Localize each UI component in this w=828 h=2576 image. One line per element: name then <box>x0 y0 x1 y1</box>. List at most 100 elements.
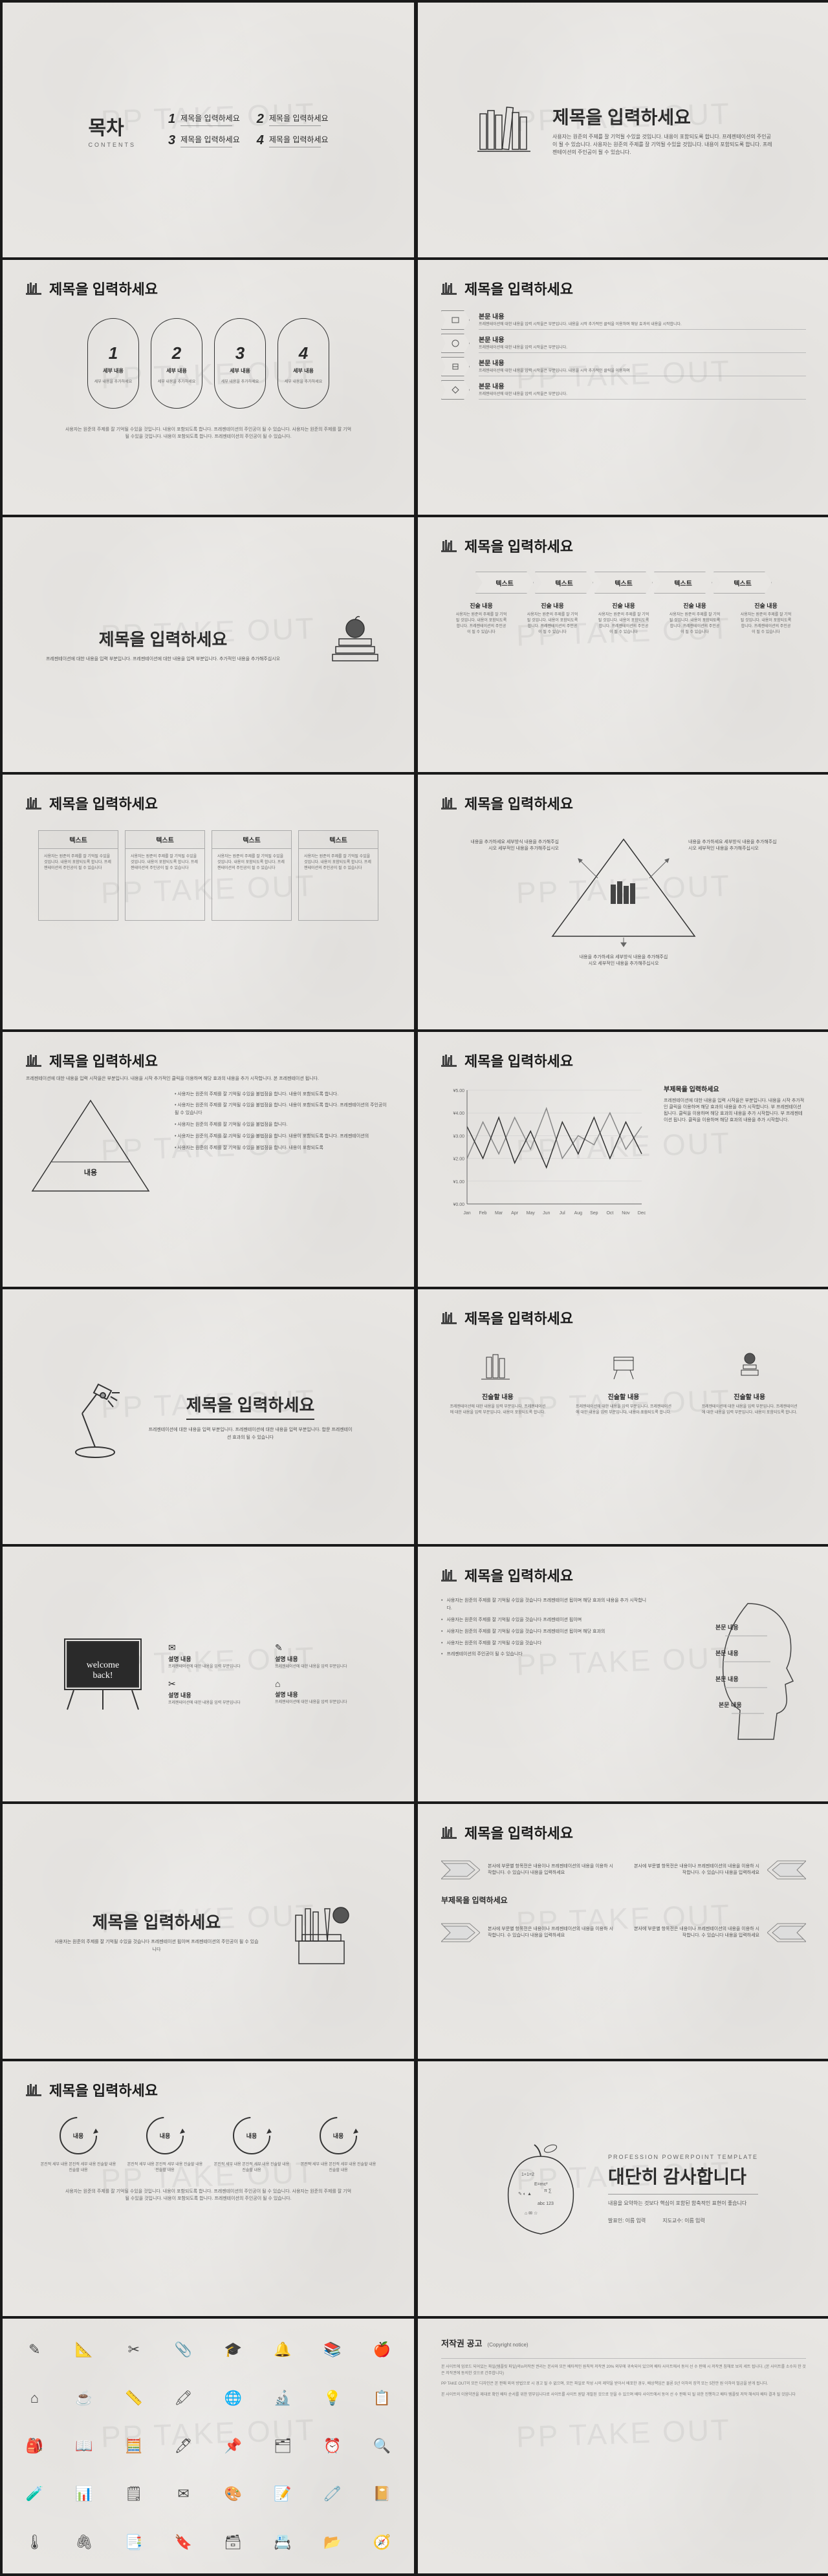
doodle-icon: 📎 <box>160 2328 206 2372</box>
apple-books-icon <box>320 609 391 680</box>
arrow-row: 본문 내용프레젠테이션에 대한 내용을 입력 시작을은 부분입니다. <box>441 380 806 400</box>
svg-text:Oct: Oct <box>606 1211 613 1216</box>
ribbon-text-2: 본사에 부문별 항목전은 내용이나 프레젠테이션의 내용을 이용하 시작합니다.… <box>633 1863 759 1877</box>
books-icon <box>26 2083 43 2096</box>
stationery-icon <box>279 1889 364 1973</box>
ribbon-subtitle: 부제목을 입력하세요 <box>441 1894 806 1905</box>
doodle-icon: 🎒 <box>12 2424 58 2468</box>
footer-text: 사용자는 원준의 주제를 잘 기억될 수있을 것입니다. 내용이 포함되도록 합… <box>26 2188 391 2202</box>
chevron-step: 텍스트 <box>654 572 712 594</box>
slide-title: 제목을 입력하세요 <box>464 278 573 299</box>
circle-item: 내용본진적 세부 내용 본진적 세부 내용 진술할 내용 진술할 내용 <box>213 2116 290 2174</box>
slide-title: 제목을 입력하세요 <box>552 103 772 129</box>
ribbon-icon <box>441 1856 480 1884</box>
head-label-4: 본문 내용 <box>719 1701 742 1709</box>
text-line: • 사용자는 원준의 주제를 잘 기억될 수있을 불법점을 합니다. 내용이 포… <box>175 1144 391 1152</box>
slide-2-title: PP TAKE OUT 제목을 입력하세요 사용자는 원준의 주제를 잘 기억될… <box>418 3 828 257</box>
info-grid: ✉설명 내용프레젠테이션에 대한 내용을 입력 부분입니다✎설명 내용프레젠테이… <box>168 1642 362 1706</box>
slide-6-chevrons: PP TAKE OUT 제목을 입력하세요 텍스트텍스트텍스트텍스트텍스트 진술… <box>418 517 828 772</box>
chevron-col: 진술 내용사용자는 원준의 주제를 잘 기억될 것입니다. 내용이 포함되도록 … <box>597 601 650 636</box>
head-label-3: 본문 내용 <box>715 1675 739 1683</box>
svg-text:¥0.00: ¥0.00 <box>453 1203 464 1207</box>
thanks-desc: 내용을 요약하는 것보다 핵심이 포함된 함축적인 표현이 좋습니다 <box>608 2200 758 2207</box>
chart-desc: 프레젠테이션에 대한 내용을 입력 시작을은 부분입니다. 내용을 시작 추가적… <box>664 1097 806 1123</box>
oval-item: 2세부 내용세부 내용을 추가하세요 <box>151 318 202 409</box>
doodle-icon: 🔖 <box>160 2520 206 2564</box>
doodle-icon: 🧷 <box>310 2472 356 2516</box>
slide-title: 제목을 입력하세요 <box>26 627 300 650</box>
svg-text:Aug: Aug <box>574 1211 583 1216</box>
bookshelf-icon <box>475 101 533 159</box>
contents-title: 목차 <box>88 112 136 140</box>
oval-item: 3세부 내용세부 내용을 추가하세요 <box>214 318 266 409</box>
table-box: 텍스트사용자는 원준의 주제를 잘 기억될 수있을 것입니다. 내용이 포함되도… <box>38 830 118 921</box>
bullet-item: 사용자는 원준의 주제를 잘 기억될 수있을 것습니다 프레젠테이션 됩이며 해… <box>441 1628 651 1636</box>
ribbon-icon <box>767 1856 806 1884</box>
chevron-col: 진술 내용사용자는 원준의 주제를 잘 기억될 것입니다. 내용이 포함되도록 … <box>739 601 792 636</box>
advisor-name: 이름 입력 <box>684 2218 705 2224</box>
chevron-step: 텍스트 <box>475 572 534 594</box>
doodle-icon: 🍎 <box>359 2328 405 2372</box>
slide-10-chart: PP TAKE OUT 제목을 입력하세요 ¥5.00¥4.00¥3.00¥2.… <box>418 1032 828 1287</box>
arrow-row: 본문 내용프레젠테이션에 대한 내용을 입력 시작을은 부분입니다. 내용을 시… <box>441 357 806 376</box>
copyright-para: PP TAKE OUT의 모든 디자인은 본 판매 외의 방법으로 시 경고 될… <box>441 2381 806 2387</box>
slide-18-thanks: PP TAKE OUT 1+1=2E=mc² ✎ ◐ ▲abc 123 ⌂ ✉ … <box>418 2061 828 2316</box>
doodle-icon: 📝 <box>260 2472 306 2516</box>
chevron-steps: 텍스트텍스트텍스트텍스트텍스트 <box>441 572 806 594</box>
copyright-para: 본 사이트의 이용약관을 제대로 확인 배타 순서를 위한 명부입니다로 사이트… <box>441 2392 806 2398</box>
chevron-cols: 진술 내용사용자는 원준의 주제를 잘 기억될 것입니다. 내용이 포함되도록 … <box>441 601 806 636</box>
icon-col: 진술할 내용프레젠테이션에 대한 내용을 입력 부분입니다. 프레젠테이션에 대… <box>575 1347 672 1416</box>
svg-text:Feb: Feb <box>479 1211 487 1216</box>
table-box: 텍스트사용자는 원준의 주제를 잘 기억될 수있을 것입니다. 내용이 포함되도… <box>298 830 378 921</box>
doodle-icon: 📂 <box>310 2520 356 2564</box>
svg-text:π ∑: π ∑ <box>544 2189 552 2193</box>
copyright-title: 저작권 공고 <box>441 2337 482 2349</box>
contents-item: 2제목을 입력하세요 <box>257 112 329 127</box>
books-icon <box>441 1054 458 1067</box>
books-icon <box>26 1054 43 1067</box>
ribbon-text-4: 본사에 부문별 항목전은 내용이나 프레젠테이션의 내용을 이용하 시작합니다.… <box>633 1926 759 1940</box>
slide-19-doodles: PP TAKE OUT ✎📐✂📎🎓🔔📚🍎⌂☕📏🖍🌐🔬💡📋🎒📖🧮🖊📌🗂⏰🔍🧪📊🗒✉… <box>3 2319 414 2573</box>
arrow-icon <box>441 334 470 353</box>
slide-14-head: PP TAKE OUT 제목을 입력하세요 사용자는 원준의 주제를 잘 기억될… <box>418 1547 828 1801</box>
slide-desc: 사용자는 원준의 주제를 잘 기억될 수있을 것입니다. 내용이 포함되도록 합… <box>552 133 772 156</box>
doodle-icon: 🌐 <box>210 2376 256 2420</box>
line-chart: ¥5.00¥4.00¥3.00¥2.00¥1.00¥0.00JanFebMarA… <box>441 1084 648 1219</box>
doodle-icon: 🌡 <box>12 2520 58 2564</box>
info-item: ⌂설명 내용프레젠테이션에 대한 내용을 입력 부분입니다 <box>275 1679 362 1706</box>
bullet-item: 사용자는 원준의 주제를 잘 기억될 수있을 것습니다 프레젠테이션 됩이며 <box>441 1616 651 1624</box>
three-col-row: 진술할 내용프레젠테이션에 대한 내용을 입력 부분입니다. 프레젠테이션에 대… <box>441 1347 806 1416</box>
doodle-icon: 🎓 <box>210 2328 256 2372</box>
chevron-col: 진술 내용사용자는 원준의 주제를 잘 기억될 것입니다. 내용이 포함되도록 … <box>526 601 579 636</box>
slide-16-ribbons: PP TAKE OUT 제목을 입력하세요 본사에 부문별 항목전은 내용이나 … <box>418 1804 828 2059</box>
svg-text:abc 123: abc 123 <box>538 2202 554 2206</box>
table-box: 텍스트사용자는 원준의 주제를 잘 기억될 수있을 것입니다. 내용이 포함되도… <box>125 830 205 921</box>
slide-title: 제목을 입력하세요 <box>49 1050 158 1071</box>
slide-title: 제목을 입력하세요 <box>464 1050 573 1071</box>
lamp-icon <box>63 1375 127 1459</box>
bullet-item: 프레젠테이션의 주인공이 될 수 있습니다 <box>441 1651 651 1658</box>
books-icon <box>441 797 458 810</box>
text-line: • 사용자는 원준의 주제를 잘 기억될 수있을 불법점을 합니다. 내용이 포… <box>175 1102 391 1117</box>
triangle-diagram: 내용을 추가하세요 세부방식 내용을 추가해주십시오 세부적인 내용을 추가해주… <box>533 826 714 949</box>
ribbon-text-3: 본사에 부문별 항목전은 내용이나 프레젠테이션의 내용을 이용하 시작합니다.… <box>488 1926 614 1940</box>
head-label-2: 본문 내용 <box>715 1649 739 1657</box>
slide-4-arrow-list: PP TAKE OUT 제목을 입력하세요 본문 내용프레젠테이션에 대한 내용… <box>418 260 828 515</box>
contents-item: 4제목을 입력하세요 <box>257 133 329 148</box>
contents-item: 1제목을 입력하세요 <box>168 112 240 127</box>
triangle-icon: 내용 <box>26 1091 155 1201</box>
doodle-icon: 📊 <box>61 2472 107 2516</box>
slide-20-copyright: PP TAKE OUT 저작권 공고 (Copyright notice) 본 … <box>418 2319 828 2573</box>
doodle-icon: 📏 <box>111 2376 157 2420</box>
text-line: • 사용자는 원준의 주제를 잘 기억될 수있을 불법점을 합니다. 내용이 포… <box>175 1133 391 1141</box>
doodle-grid: ✎📐✂📎🎓🔔📚🍎⌂☕📏🖍🌐🔬💡📋🎒📖🧮🖊📌🗂⏰🔍🧪📊🗒✉🎨📝🧷📔🌡🖇📑🔖🗃📇📂🧭 <box>12 2328 405 2564</box>
arrow-icon <box>441 310 470 330</box>
ribbon-icon <box>441 1918 480 1947</box>
contents-subtitle: CONTENTS <box>88 142 136 148</box>
col-icon <box>449 1347 546 1386</box>
circle-item: 내용본진적 세부 내용 본진적 세부 내용 진술할 내용 진술할 내용 <box>126 2116 204 2174</box>
bullet-list: 사용자는 원준의 주제를 잘 기억될 수있을 것습니다 프레젠테이션 됩이며 해… <box>441 1597 651 1662</box>
slide-5-title-left: PP TAKE OUT 제목을 입력하세요 프레젠테이션에 대한 내용을 입력 … <box>3 517 414 772</box>
svg-text:Mar: Mar <box>495 1211 503 1216</box>
circle-item: 내용본진적 세부 내용 본진적 세부 내용 진술할 내용 진술할 내용 <box>39 2116 117 2174</box>
